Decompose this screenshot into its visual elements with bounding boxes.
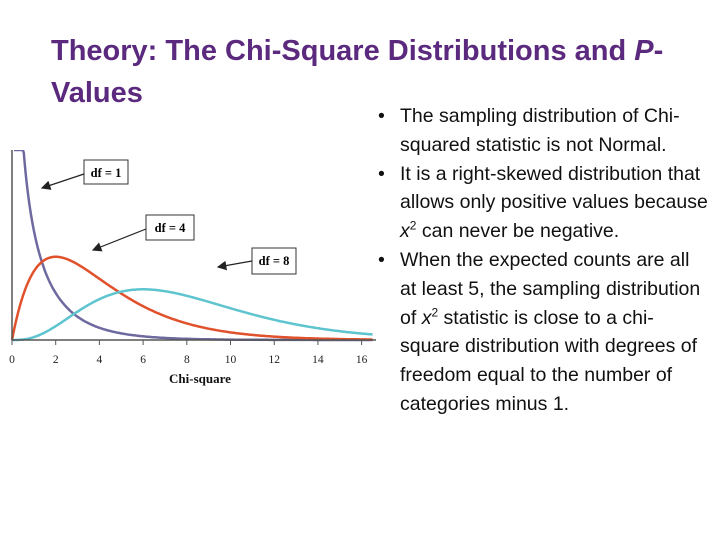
bullet-text: When the expected counts are all at leas… (400, 248, 701, 329)
chi-sup: 2 (431, 305, 439, 320)
chi-square-chart: 0 2 4 6 8 10 12 14 16 Chi-square df = 1 df = 4 d… (9, 150, 376, 386)
bullet-text: can never be negative. (416, 220, 620, 243)
x-tick-label: 2 (53, 354, 59, 366)
legend-df1-label: df = 1 (91, 166, 122, 180)
series-line-df8 (12, 288, 373, 342)
x-tick-label: 16 (356, 354, 368, 366)
slide-title: Theory: The Chi-Square Distributions and… (51, 30, 691, 114)
chi-sup: 2 (409, 218, 417, 233)
curves-group (10, 150, 373, 342)
x-ticks-group: 0 2 4 6 8 10 12 14 16 (9, 340, 368, 366)
x-tick-label: 14 (312, 354, 324, 366)
x-axis-label: Chi-square (169, 371, 231, 386)
title-text-values: -Values (51, 35, 664, 109)
x-tick-label: 8 (184, 354, 190, 366)
bullet-item: • The sampling distribution of Chi-square… (378, 105, 680, 156)
series-line-df4 (10, 255, 373, 341)
legend-df1: df = 1 (40, 159, 129, 190)
bullet-item: • When the expected counts are all at lea… (378, 248, 701, 415)
bullet-item: • It is a right-skewed distribution that … (378, 162, 708, 243)
bullet-text: It is a right-skewed distribution that a… (400, 162, 708, 214)
chi-var: x (421, 306, 432, 329)
x-tick-label: 6 (140, 354, 146, 366)
bullet-list: • The sampling distribution of Chi-square… (378, 102, 708, 419)
legend-df8-label: df = 8 (259, 254, 290, 268)
x-tick-label: 4 (97, 354, 103, 366)
chi-var: x (400, 220, 410, 243)
legend-df4: df = 4 (91, 214, 195, 252)
legend-df4-label: df = 4 (155, 221, 186, 235)
title-italic-p: P (634, 35, 654, 67)
title-text: Theory: The Chi-Square Distributions and (51, 35, 635, 67)
bullet-text: The sampling distribution of Chi-squared… (400, 105, 680, 156)
series-line-df1 (14, 150, 373, 342)
x-tick-label: 12 (268, 354, 280, 366)
legend-df8: df = 8 (216, 247, 297, 275)
x-tick-label: 10 (225, 354, 237, 366)
bullet-text: statistic is close to a chi-square distr… (400, 306, 698, 415)
x-tick-label: 0 (9, 354, 15, 366)
